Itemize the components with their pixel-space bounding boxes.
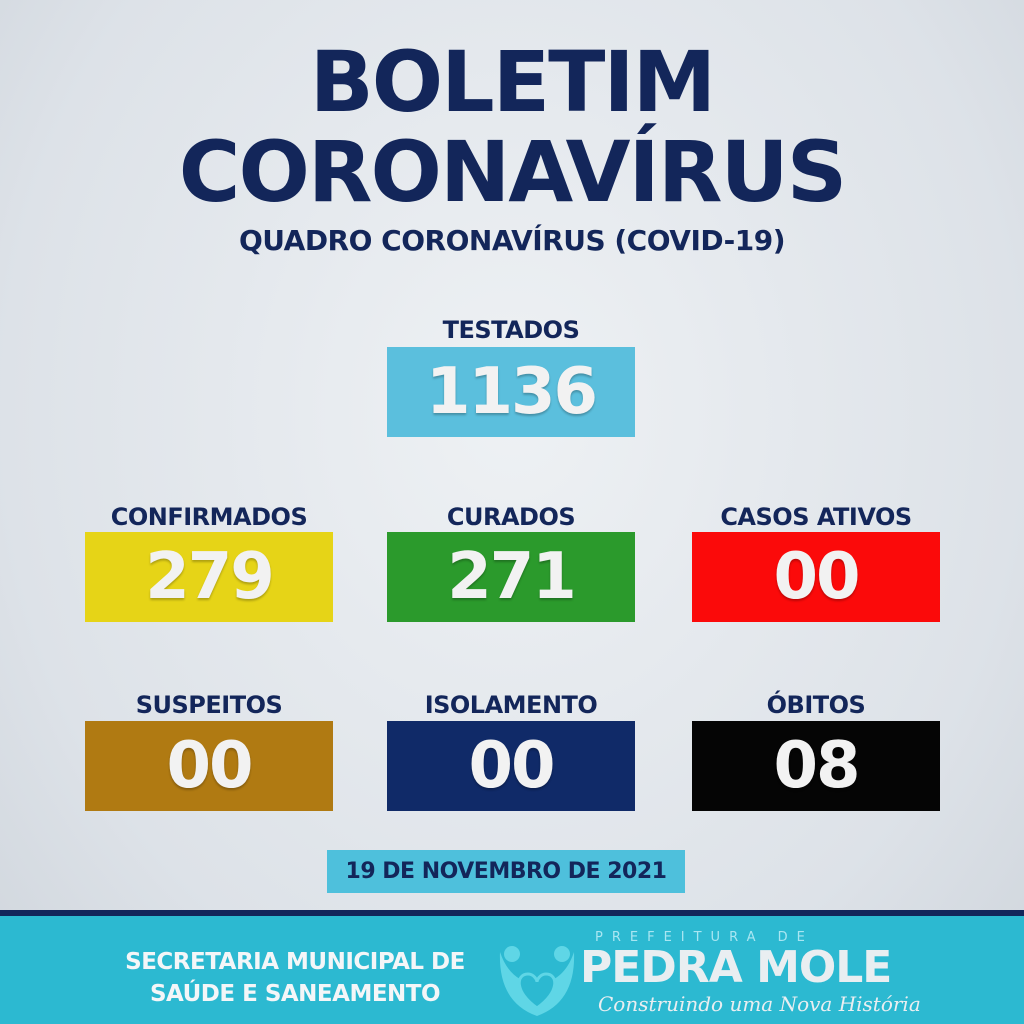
box-casos-ativos: 00 [692,532,940,622]
box-suspeitos: 00 [85,721,333,811]
label-suspeitos: SUSPEITOS [135,691,283,719]
label-casos-ativos: CASOS ATIVOS [720,503,912,531]
heart-people-logo-icon [499,946,575,1016]
secretaria-line-1: SECRETARIA MUNICIPAL DE [125,949,465,975]
box-obitos: 08 [692,721,940,811]
title-line-1: BOLETIM [309,33,716,131]
secretaria-line-2: SAÚDE E SANEAMENTO [149,981,441,1007]
logo-prefeitura: PREFEITURA DE [595,930,814,945]
label-isolamento: ISOLAMENTO [424,691,598,719]
logo-name: PEDRA MOLE [580,942,892,993]
box-testados: 1136 [387,347,635,437]
box-confirmados: 279 [85,532,333,622]
box-isolamento: 00 [387,721,635,811]
box-curados: 271 [387,532,635,622]
secretaria-text: SECRETARIA MUNICIPAL DE SAÚDE E SANEAMEN… [120,946,470,1010]
title-line-2: CORONAVÍRUS [178,123,847,221]
label-curados: CURADOS [446,503,576,531]
logo-slogan: Construindo uma Nova História [598,992,921,1016]
label-obitos: ÓBITOS [766,691,866,719]
label-testados: TESTADOS [442,316,580,344]
label-confirmados: CONFIRMADOS [110,503,308,531]
date-badge: 19 DE NOVEMBRO DE 2021 [327,850,685,893]
subtitle: QUADRO CORONAVÍRUS (COVID-19) [238,224,786,257]
footer: SECRETARIA MUNICIPAL DE SAÚDE E SANEAMEN… [0,910,1024,1024]
